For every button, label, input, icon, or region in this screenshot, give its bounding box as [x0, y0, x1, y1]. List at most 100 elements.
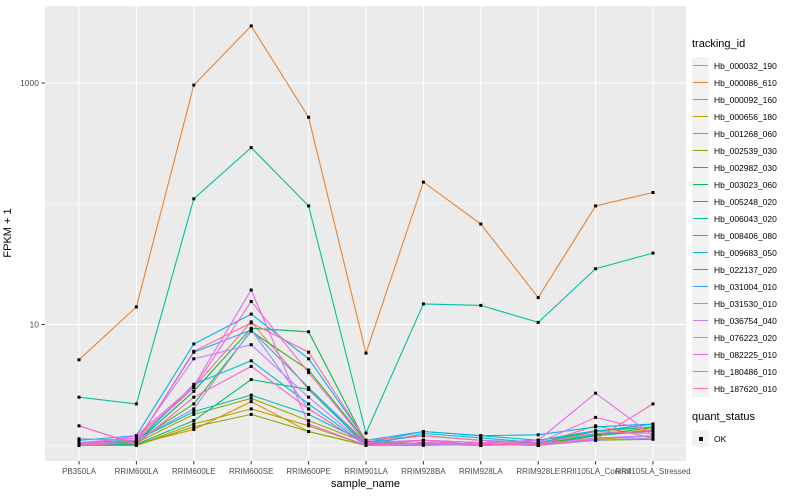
quant-ok-key	[692, 430, 709, 447]
data-point-Hb_000092_160-RRIM600LE	[192, 428, 196, 431]
data-point-Hb_022137_020-RRIM600SE	[249, 312, 253, 316]
legend-item-Hb_000086_610: Hb_000086_610	[692, 74, 798, 91]
legend-item-Hb_001268_060: Hb_001268_060	[692, 125, 798, 142]
legend-key-swatch	[692, 295, 709, 312]
legend-item-Hb_031004_010: Hb_031004_010	[692, 278, 798, 295]
legend-item-label: Hb_008406_080	[714, 230, 777, 241]
legend-item-Hb_003023_060: Hb_003023_060	[692, 176, 798, 193]
legend-item-Hb_082225_010: Hb_082225_010	[692, 346, 798, 363]
legend-key-swatch	[692, 176, 709, 193]
legend-item-Hb_022137_020: Hb_022137_020	[692, 261, 798, 278]
data-point-Hb_000086_610-RRII105LA_Stressed	[651, 191, 655, 194]
data-point-Hb_022137_020-RRII105LA_Stressed	[651, 422, 655, 426]
data-point-Hb_006043_020-RRIM600LA	[134, 402, 138, 406]
legend-item-label: Hb_180486_010	[714, 366, 777, 377]
data-point-Hb_076223_020-RRII105LA_Control	[594, 391, 598, 395]
data-point-Hb_005248_020-RRIM600SE	[249, 378, 253, 382]
data-point-Hb_022137_020-RRIM928BA	[421, 430, 425, 433]
data-point-Hb_006043_020-RRII105LA_Stressed	[651, 251, 655, 255]
legend-item-label: Hb_002539_030	[714, 145, 777, 156]
legend-key-swatch	[692, 57, 709, 74]
data-point-Hb_031004_010-RRIM600PE	[307, 386, 311, 390]
legend-key-swatch	[692, 227, 709, 244]
data-point-Hb_000086_610-PB350LA	[77, 358, 81, 362]
data-point-Hb_076223_020-RRII105LA_Stressed	[651, 434, 655, 438]
data-point-Hb_006043_020-RRIM928LE	[536, 320, 540, 324]
legend-item-label: Hb_005248_020	[714, 196, 777, 207]
data-point-Hb_082225_010-RRII105LA_Stressed	[651, 430, 655, 433]
data-point-Hb_003023_060-RRIM600PE	[307, 330, 311, 334]
legend-item-label: Hb_036754_040	[714, 315, 777, 326]
line-swatch-icon	[693, 201, 708, 202]
data-point-Hb_002539_030-RRIM600LE	[192, 425, 196, 429]
data-point-Hb_031004_010-RRII105LA_Control	[594, 432, 598, 435]
legend-item-Hb_002539_030: Hb_002539_030	[692, 142, 798, 159]
legend-key-swatch	[692, 74, 709, 91]
legend-title-tracking-id: tracking_id	[692, 38, 746, 50]
data-point-Hb_180486_010-PB350LA	[77, 424, 81, 428]
legend-item-Hb_008406_080: Hb_008406_080	[692, 227, 798, 244]
data-point-Hb_036754_040-RRIM600LA	[134, 438, 138, 442]
legend-item-label: Hb_002982_030	[714, 162, 777, 173]
x-axis-tick-label-RRIM600LE: RRIM600LE	[172, 467, 216, 476]
x-axis-tick-label-RRII105LA_Stressed: RRII105LA_Stressed	[615, 467, 690, 476]
x-axis-tick-label-RRIM928BA: RRIM928BA	[401, 467, 446, 476]
line-swatch-icon	[693, 286, 708, 287]
legend-item-label: Hb_076223_020	[714, 332, 777, 343]
legend-key-swatch	[692, 363, 709, 380]
data-point-Hb_031530_010-RRII105LA_Stressed	[651, 436, 655, 440]
legend-key-swatch	[692, 108, 709, 125]
data-point-Hb_180486_010-RRIM600SE	[249, 364, 253, 368]
data-point-Hb_187620_010-PB350LA	[77, 443, 81, 447]
data-point-Hb_000086_610-RRIM600SE	[249, 24, 253, 28]
data-point-Hb_022137_020-RRII105LA_Control	[594, 425, 598, 429]
line-swatch-icon	[693, 218, 708, 219]
data-point-Hb_036754_040-RRIM600LE	[192, 357, 196, 361]
x-axis-tick-label-RRIM928LE: RRIM928LE	[516, 467, 560, 476]
legend-key-swatch	[692, 125, 709, 142]
line-swatch-icon	[693, 320, 708, 321]
legend-key-swatch	[692, 346, 709, 363]
data-point-Hb_082225_010-RRIM600LE	[192, 386, 196, 390]
legend-item-Hb_180486_010: Hb_180486_010	[692, 363, 798, 380]
data-point-Hb_006043_020-RRIM928BA	[421, 302, 425, 306]
legend-key-swatch	[692, 244, 709, 261]
data-point-Hb_022137_020-RRIM600PE	[307, 357, 311, 361]
data-point-Hb_180486_010-RRII105LA_Control	[594, 437, 598, 441]
data-point-Hb_002982_030-RRIM600LE	[192, 402, 196, 406]
data-point-Hb_006043_020-RRIM600LE	[192, 197, 196, 201]
data-point-Hb_082225_010-RRII105LA_Control	[594, 415, 598, 419]
legend-key-swatch	[692, 261, 709, 278]
data-point-Hb_082225_010-PB350LA	[77, 441, 81, 445]
data-point-Hb_009683_050-RRIM600LE	[192, 382, 196, 386]
data-point-Hb_003023_060-RRIM600SE	[249, 326, 253, 330]
data-point-Hb_187620_010-RRIM928LA	[479, 438, 483, 442]
data-point-Hb_001268_060-RRIM600LE	[192, 412, 196, 416]
y-axis-title: FPKM + 1	[2, 208, 14, 258]
legend-key-swatch	[692, 142, 709, 159]
data-point-Hb_082225_010-RRIM600SE	[249, 300, 253, 303]
data-point-Hb_022137_020-RRIM600LE	[192, 342, 196, 346]
data-point-Hb_000092_160-RRIM600SE	[249, 400, 253, 404]
x-axis-tick-label-RRIM600LA: RRIM600LA	[115, 467, 159, 476]
x-axis-title: sample_name	[330, 478, 401, 490]
data-point-Hb_187620_010-RRIM901LA	[364, 438, 368, 442]
data-point-Hb_076223_020-RRIM600PE	[307, 422, 311, 426]
data-point-Hb_000656_180-RRIM600LE	[192, 422, 196, 426]
legend-item-Hb_000032_190: Hb_000032_190	[692, 57, 798, 74]
data-point-Hb_002539_030-RRIM600PE	[307, 430, 311, 433]
line-swatch-icon	[693, 371, 708, 372]
line-swatch-icon	[693, 303, 708, 304]
data-point-Hb_187620_010-RRIM928LE	[536, 442, 540, 446]
x-axis-tick-label-RRIM928LA: RRIM928LA	[459, 467, 503, 476]
data-point-Hb_008406_080-RRIM600LE	[192, 410, 196, 414]
data-point-Hb_000086_610-RRIM600LA	[134, 305, 138, 309]
data-point-Hb_008406_080-RRIM600SE	[249, 393, 253, 397]
data-point-Hb_187620_010-RRIM600LE	[192, 349, 196, 353]
data-point-Hb_180486_010-RRIM928BA	[421, 441, 425, 445]
quant-status-legend: quant_status OK	[692, 411, 798, 447]
data-point-Hb_001268_060-RRIM600SE	[249, 396, 253, 400]
data-point-Hb_000086_610-RRIM928LA	[479, 222, 483, 226]
data-point-Hb_003023_060-RRIM600LE	[192, 389, 196, 393]
data-point-Hb_009683_050-RRIM600SE	[249, 359, 253, 363]
